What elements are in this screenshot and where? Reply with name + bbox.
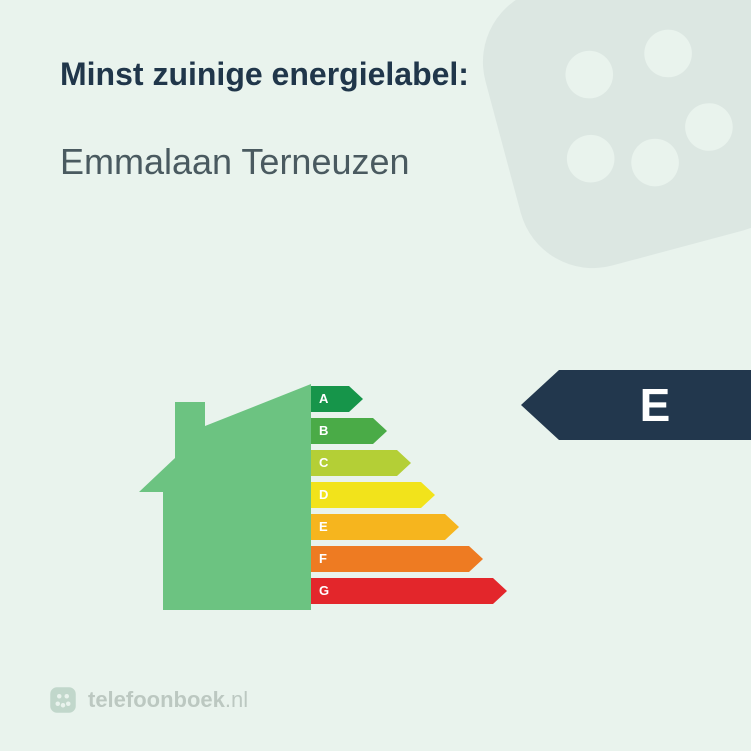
footer-text: telefoonboek.nl [88, 687, 248, 713]
bar-label-c: C [319, 450, 328, 476]
bar-label-d: D [319, 482, 328, 508]
house-icon [135, 370, 311, 610]
bar-label-e: E [319, 514, 328, 540]
bar-label-g: G [319, 578, 329, 604]
page-subtitle: Emmalaan Terneuzen [60, 141, 691, 183]
page-title: Minst zuinige energielabel: [60, 56, 691, 93]
content-wrapper: Minst zuinige energielabel: Emmalaan Ter… [0, 0, 751, 183]
bar-label-a: A [319, 386, 328, 412]
footer-brand: telefoonboek.nl [48, 685, 248, 715]
bar-label-b: B [319, 418, 328, 444]
bar-label-f: F [319, 546, 327, 572]
energy-label-chart: ABCDEFG E [0, 370, 751, 630]
result-letter: E [625, 378, 685, 432]
footer-brand-name: telefoonboek [88, 687, 225, 712]
telefoonboek-icon [48, 685, 78, 715]
footer-brand-tld: .nl [225, 687, 248, 712]
